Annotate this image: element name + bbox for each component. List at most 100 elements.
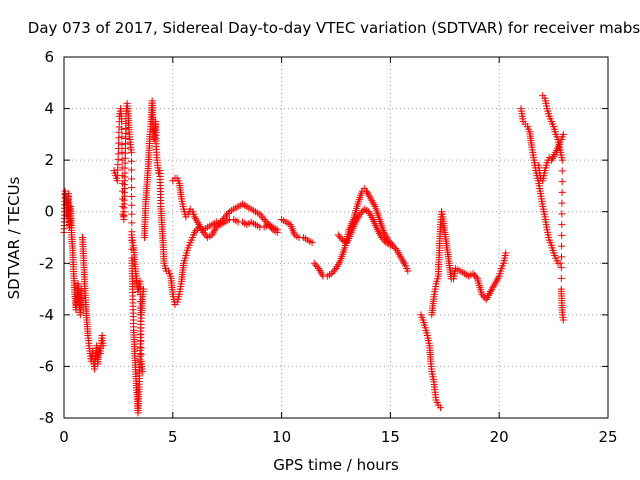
data-point xyxy=(137,304,145,312)
series-arc-10 xyxy=(417,311,444,412)
data-point xyxy=(273,228,281,236)
data-point xyxy=(334,231,342,239)
data-point xyxy=(313,263,321,271)
data-point xyxy=(262,217,270,225)
x-tick-label: 5 xyxy=(168,428,178,446)
data-point xyxy=(118,141,126,149)
data-point xyxy=(215,220,223,228)
data-point xyxy=(558,221,566,229)
data-point xyxy=(260,215,268,223)
data-point xyxy=(137,344,145,352)
data-point xyxy=(266,222,274,230)
data-point xyxy=(469,270,477,278)
data-point xyxy=(256,210,264,218)
data-point xyxy=(136,297,144,305)
data-point xyxy=(356,210,364,218)
data-point xyxy=(337,234,345,242)
data-point xyxy=(137,351,145,359)
series-arc-11 xyxy=(428,208,510,319)
data-point xyxy=(558,167,566,175)
data-point xyxy=(221,213,229,221)
data-point xyxy=(137,337,145,345)
y-tick-label: -6 xyxy=(39,357,54,375)
x-tick-label: 0 xyxy=(59,428,69,446)
y-tick-label: -8 xyxy=(39,409,54,427)
data-point xyxy=(559,316,567,324)
data-point xyxy=(218,216,226,224)
data-point xyxy=(192,227,200,235)
data-point xyxy=(127,157,135,165)
data-point xyxy=(128,184,136,192)
x-tick-label: 10 xyxy=(272,428,291,446)
data-point xyxy=(136,291,144,299)
data-point xyxy=(328,270,336,278)
data-point xyxy=(502,249,510,257)
data-point xyxy=(558,210,566,218)
data-point xyxy=(391,245,399,253)
data-point xyxy=(329,268,337,276)
x-tick-label: 20 xyxy=(490,428,509,446)
y-tick-label: -4 xyxy=(39,306,54,324)
data-point xyxy=(201,230,209,238)
data-point xyxy=(557,264,565,272)
data-point xyxy=(137,324,145,332)
y-tick-label: 6 xyxy=(44,48,54,66)
data-point xyxy=(128,166,136,174)
data-point xyxy=(118,133,126,141)
y-tick-label: 0 xyxy=(44,203,54,221)
series-arc-7 xyxy=(278,215,316,247)
data-point xyxy=(99,342,107,350)
y-tick-label: 4 xyxy=(44,100,54,118)
data-point xyxy=(138,368,146,376)
data-point xyxy=(267,224,275,232)
data-point xyxy=(77,285,85,293)
data-point xyxy=(390,243,398,251)
data-point xyxy=(471,271,479,279)
data-point xyxy=(128,192,136,200)
data-point xyxy=(137,331,145,339)
data-point xyxy=(136,284,144,292)
grid-layer xyxy=(64,57,608,418)
series-arc-14 xyxy=(534,130,567,185)
x-axis-label: GPS time / hours xyxy=(273,456,399,474)
data-point xyxy=(386,241,394,249)
data-point xyxy=(118,148,126,156)
marks-layer xyxy=(60,92,567,417)
data-point xyxy=(312,261,320,269)
data-point xyxy=(128,219,136,227)
plot-frame xyxy=(63,56,609,419)
data-point xyxy=(556,259,564,267)
data-point xyxy=(259,214,267,222)
x-tick-label: 15 xyxy=(381,428,400,446)
data-point xyxy=(265,221,273,229)
series-arc-9 xyxy=(334,205,394,249)
data-point xyxy=(212,223,220,231)
data-point xyxy=(558,242,566,250)
data-point xyxy=(191,228,199,236)
data-point xyxy=(558,199,566,207)
series-arc-2 xyxy=(78,234,107,373)
tick-label-layer: 0 5 10 15 20 25 -8 -6 -4 -2 0 2 4 6 xyxy=(39,48,618,446)
data-point xyxy=(137,311,145,319)
data-point xyxy=(128,201,136,209)
data-point xyxy=(222,211,230,219)
series-arc-4 xyxy=(127,231,146,376)
data-point xyxy=(379,235,387,243)
data-point xyxy=(257,212,265,220)
data-point xyxy=(357,209,365,217)
data-point xyxy=(559,130,567,138)
data-point xyxy=(263,219,271,227)
y-tick-label: 2 xyxy=(44,151,54,169)
data-point xyxy=(136,277,144,285)
series-arc-13 xyxy=(539,92,567,324)
y-tick-label: -2 xyxy=(39,254,54,272)
chart-title: Day 073 of 2017, Sidereal Day-to-day VTE… xyxy=(28,19,640,37)
data-point xyxy=(118,117,126,125)
data-point xyxy=(381,237,389,245)
data-point xyxy=(558,231,566,239)
data-point xyxy=(557,274,565,282)
y-axis-label: SDTVAR / TECUs xyxy=(5,176,23,299)
data-point xyxy=(558,178,566,186)
data-point xyxy=(404,267,412,275)
